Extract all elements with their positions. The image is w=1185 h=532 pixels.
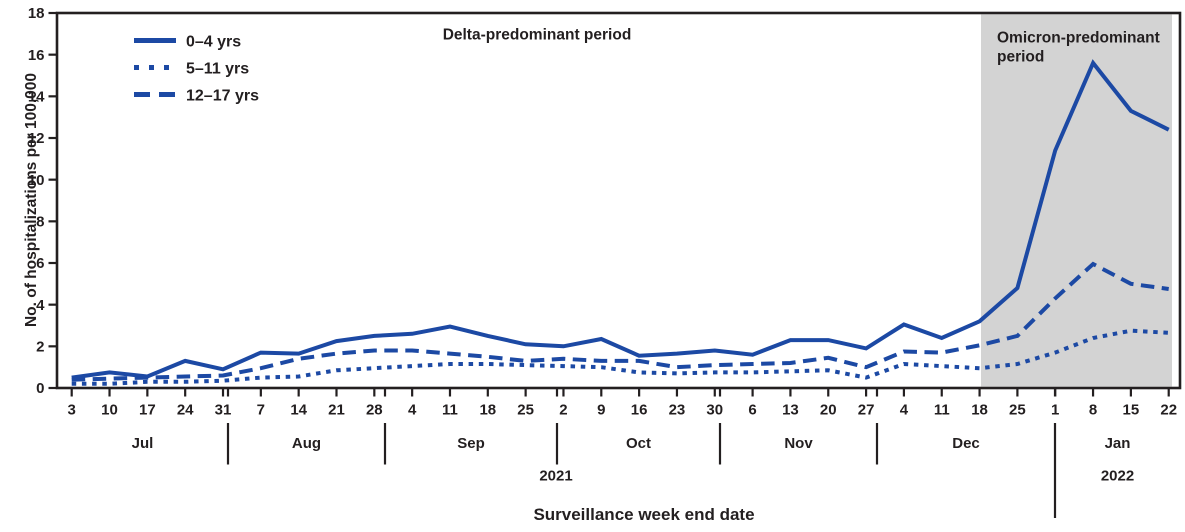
omicron-period-label-line1: Omicron-predominant (997, 30, 1160, 47)
plot-border (55, 11, 1182, 390)
omicron-period-label-line2: period (997, 49, 1044, 66)
x-tick-label: 25 (1009, 402, 1026, 419)
x-tick-label: 14 (290, 402, 307, 419)
y-tick-label: 18 (28, 5, 45, 22)
y-axis: 0 2 4 6 8 10 12 14 16 18 (28, 5, 57, 397)
y-tick-label: 0 (36, 380, 44, 397)
x-axis: 3 10 17 24 31 7 14 21 28 4 11 18 25 2 9 16 23 30 6 13 20 27 4 1… (68, 388, 1177, 518)
legend: 0–4 yrs 5–11 yrs 12–17 yrs (134, 33, 259, 104)
x-tick-label: 18 (479, 402, 496, 419)
month-label: Oct (626, 435, 651, 452)
x-tick-label: 18 (971, 402, 988, 419)
chart-annotations: Delta-predominant period Omicron-predomi… (23, 27, 1160, 525)
legend-label: 12–17 yrs (186, 87, 259, 104)
x-tick-label: 11 (934, 402, 950, 419)
y-axis-title: No. of hospitalizations per 100,000 (23, 73, 40, 327)
x-tick-label: 20 (820, 402, 837, 419)
year-label: 2022 (1101, 468, 1134, 485)
x-tick-label: 6 (748, 402, 756, 419)
x-tick-label: 24 (177, 402, 194, 419)
y-tick-label: 10 (28, 172, 45, 189)
series-line-12-17-yrs (71, 261, 1169, 382)
x-tick-label: 31 (215, 402, 232, 419)
month-label: Sep (457, 435, 485, 452)
y-tick-label: 8 (36, 214, 44, 231)
x-tick-label: 22 (1160, 402, 1177, 419)
x-tick-label: 4 (900, 402, 909, 419)
x-tick-label: 23 (669, 402, 686, 419)
y-tick-label: 14 (28, 89, 45, 106)
x-tick-label: 8 (1089, 402, 1097, 419)
month-label: Nov (784, 435, 813, 452)
y-tick-label: 12 (28, 130, 45, 147)
y-tick-label: 6 (36, 255, 44, 272)
x-tick-label: 16 (631, 402, 648, 419)
x-tick-label: 27 (858, 402, 875, 419)
x-axis-title: Surveillance week end date (533, 505, 754, 524)
y-tick-label: 2 (36, 339, 44, 356)
legend-label: 0–4 yrs (186, 33, 241, 50)
x-tick-label: 28 (366, 402, 383, 419)
y-tick-label: 4 (36, 297, 45, 314)
x-tick-label: 13 (782, 402, 799, 419)
x-tick-label: 17 (139, 402, 156, 419)
x-tick-label: 1 (1051, 402, 1059, 419)
x-tick-label: 15 (1123, 402, 1140, 419)
year-label: 2021 (539, 468, 572, 485)
delta-period-label: Delta-predominant period (443, 27, 632, 44)
omicron-shaded-region (981, 14, 1172, 387)
x-tick-label: 3 (68, 402, 76, 419)
series-line-0-4-yrs (71, 59, 1170, 380)
series-line-5-11-yrs (71, 328, 1169, 386)
legend-label: 5–11 yrs (186, 60, 249, 77)
x-tick-label: 7 (257, 402, 265, 419)
month-label: Jul (132, 435, 154, 452)
x-tick-label: 2 (559, 402, 567, 419)
x-tick-label: 21 (328, 402, 345, 419)
x-tick-label: 11 (442, 402, 458, 419)
month-label: Aug (292, 435, 321, 452)
x-tick-label: 10 (101, 402, 118, 419)
x-tick-label: 4 (408, 402, 417, 419)
x-tick-label: 9 (597, 402, 605, 419)
x-tick-label: 25 (517, 402, 534, 419)
month-label: Jan (1105, 435, 1131, 452)
x-tick-label: 30 (706, 402, 723, 419)
month-label: Dec (952, 435, 980, 452)
y-tick-label: 16 (28, 47, 45, 64)
